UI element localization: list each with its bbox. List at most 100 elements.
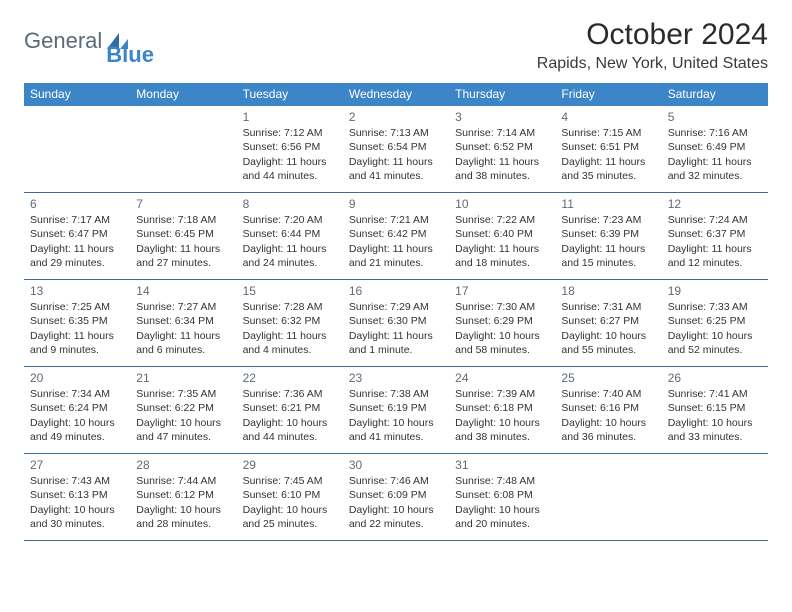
day-number: 6 (30, 196, 126, 212)
day-cell: 31Sunrise: 7:48 AMSunset: 6:08 PMDayligh… (449, 454, 555, 540)
day-cell: 28Sunrise: 7:44 AMSunset: 6:12 PMDayligh… (130, 454, 236, 540)
sunrise-text: Sunrise: 7:35 AM (136, 387, 232, 401)
day-cell: 27Sunrise: 7:43 AMSunset: 6:13 PMDayligh… (24, 454, 130, 540)
day-number: 11 (561, 196, 657, 212)
sunset-text: Sunset: 6:32 PM (243, 314, 339, 328)
day-cell: 12Sunrise: 7:24 AMSunset: 6:37 PMDayligh… (662, 193, 768, 279)
sunset-text: Sunset: 6:51 PM (561, 140, 657, 154)
daylight-text: and 9 minutes. (30, 343, 126, 357)
day-number: 25 (561, 370, 657, 386)
daylight-text: Daylight: 11 hours (30, 242, 126, 256)
sunrise-text: Sunrise: 7:44 AM (136, 474, 232, 488)
daylight-text: Daylight: 10 hours (243, 416, 339, 430)
daylight-text: Daylight: 11 hours (349, 329, 445, 343)
sunset-text: Sunset: 6:18 PM (455, 401, 551, 415)
day-cell: 7Sunrise: 7:18 AMSunset: 6:45 PMDaylight… (130, 193, 236, 279)
daylight-text: and 41 minutes. (349, 430, 445, 444)
daylight-text: Daylight: 11 hours (561, 242, 657, 256)
daylight-text: Daylight: 10 hours (561, 329, 657, 343)
day-cell: 6Sunrise: 7:17 AMSunset: 6:47 PMDaylight… (24, 193, 130, 279)
day-number: 19 (668, 283, 764, 299)
sunset-text: Sunset: 6:13 PM (30, 488, 126, 502)
day-header-cell: Friday (555, 83, 661, 106)
daylight-text: Daylight: 11 hours (243, 242, 339, 256)
sunrise-text: Sunrise: 7:45 AM (243, 474, 339, 488)
day-number: 31 (455, 457, 551, 473)
sunrise-text: Sunrise: 7:12 AM (243, 126, 339, 140)
sunrise-text: Sunrise: 7:27 AM (136, 300, 232, 314)
week-row: 27Sunrise: 7:43 AMSunset: 6:13 PMDayligh… (24, 454, 768, 541)
daylight-text: Daylight: 10 hours (30, 416, 126, 430)
day-cell: 19Sunrise: 7:33 AMSunset: 6:25 PMDayligh… (662, 280, 768, 366)
daylight-text: and 30 minutes. (30, 517, 126, 531)
sunrise-text: Sunrise: 7:13 AM (349, 126, 445, 140)
sunset-text: Sunset: 6:56 PM (243, 140, 339, 154)
day-cell: 15Sunrise: 7:28 AMSunset: 6:32 PMDayligh… (237, 280, 343, 366)
day-number: 10 (455, 196, 551, 212)
daylight-text: Daylight: 10 hours (455, 503, 551, 517)
sunrise-text: Sunrise: 7:48 AM (455, 474, 551, 488)
daylight-text: Daylight: 11 hours (455, 155, 551, 169)
day-cell: 26Sunrise: 7:41 AMSunset: 6:15 PMDayligh… (662, 367, 768, 453)
week-row: 1Sunrise: 7:12 AMSunset: 6:56 PM Daylight… (24, 106, 768, 193)
sunrise-text: Sunrise: 7:38 AM (349, 387, 445, 401)
day-cell: 21Sunrise: 7:35 AMSunset: 6:22 PMDayligh… (130, 367, 236, 453)
sunrise-text: Sunrise: 7:15 AM (561, 126, 657, 140)
sunset-text: Sunset: 6:21 PM (243, 401, 339, 415)
daylight-text: and 20 minutes. (455, 517, 551, 531)
daylight-text: and 41 minutes. (349, 169, 445, 183)
day-number: 4 (561, 109, 657, 125)
day-cell: 4Sunrise: 7:15 AMSunset: 6:51 PMDaylight… (555, 106, 661, 192)
day-number: 5 (668, 109, 764, 125)
day-number: 24 (455, 370, 551, 386)
daylight-text: and 38 minutes. (455, 430, 551, 444)
daylight-text: and 32 minutes. (668, 169, 764, 183)
day-number: 30 (349, 457, 445, 473)
sunset-text: Sunset: 6:22 PM (136, 401, 232, 415)
daylight-text: Daylight: 11 hours (668, 242, 764, 256)
sunrise-text: Sunrise: 7:16 AM (668, 126, 764, 140)
sunrise-text: Sunrise: 7:43 AM (30, 474, 126, 488)
sunset-text: Sunset: 6:54 PM (349, 140, 445, 154)
daylight-text: Daylight: 10 hours (243, 503, 339, 517)
daylight-text: and 44 minutes. (243, 430, 339, 444)
day-number: 2 (349, 109, 445, 125)
daylight-text: and 21 minutes. (349, 256, 445, 270)
daylight-text: Daylight: 11 hours (349, 242, 445, 256)
daylight-text: Daylight: 10 hours (455, 329, 551, 343)
day-header-cell: Monday (130, 83, 236, 106)
sunrise-text: Sunrise: 7:14 AM (455, 126, 551, 140)
day-cell: 30Sunrise: 7:46 AMSunset: 6:09 PMDayligh… (343, 454, 449, 540)
daylight-text: and 12 minutes. (668, 256, 764, 270)
sunrise-text: Sunrise: 7:39 AM (455, 387, 551, 401)
daylight-text: and 27 minutes. (136, 256, 232, 270)
day-number: 1 (243, 109, 339, 125)
day-number: 15 (243, 283, 339, 299)
week-row: 20Sunrise: 7:34 AMSunset: 6:24 PMDayligh… (24, 367, 768, 454)
daylight-text: and 47 minutes. (136, 430, 232, 444)
daylight-text: Daylight: 10 hours (30, 503, 126, 517)
sunset-text: Sunset: 6:40 PM (455, 227, 551, 241)
day-cell: 18Sunrise: 7:31 AMSunset: 6:27 PMDayligh… (555, 280, 661, 366)
daylight-text: Daylight: 10 hours (561, 416, 657, 430)
daylight-text: Daylight: 11 hours (136, 242, 232, 256)
sunset-text: Sunset: 6:12 PM (136, 488, 232, 502)
day-number: 16 (349, 283, 445, 299)
month-title: October 2024 (537, 18, 768, 52)
day-cell: 10Sunrise: 7:22 AMSunset: 6:40 PMDayligh… (449, 193, 555, 279)
sunrise-text: Sunrise: 7:25 AM (30, 300, 126, 314)
sunrise-text: Sunrise: 7:17 AM (30, 213, 126, 227)
sunset-text: Sunset: 6:35 PM (30, 314, 126, 328)
daylight-text: Daylight: 10 hours (136, 503, 232, 517)
daylight-text: and 18 minutes. (455, 256, 551, 270)
day-cell: 13Sunrise: 7:25 AMSunset: 6:35 PMDayligh… (24, 280, 130, 366)
sunrise-text: Sunrise: 7:20 AM (243, 213, 339, 227)
sunset-text: Sunset: 6:52 PM (455, 140, 551, 154)
day-number: 22 (243, 370, 339, 386)
daylight-text: and 22 minutes. (349, 517, 445, 531)
day-cell: 8Sunrise: 7:20 AMSunset: 6:44 PMDaylight… (237, 193, 343, 279)
day-cell: 22Sunrise: 7:36 AMSunset: 6:21 PMDayligh… (237, 367, 343, 453)
daylight-text: and 15 minutes. (561, 256, 657, 270)
sunrise-text: Sunrise: 7:46 AM (349, 474, 445, 488)
sunrise-text: Sunrise: 7:22 AM (455, 213, 551, 227)
